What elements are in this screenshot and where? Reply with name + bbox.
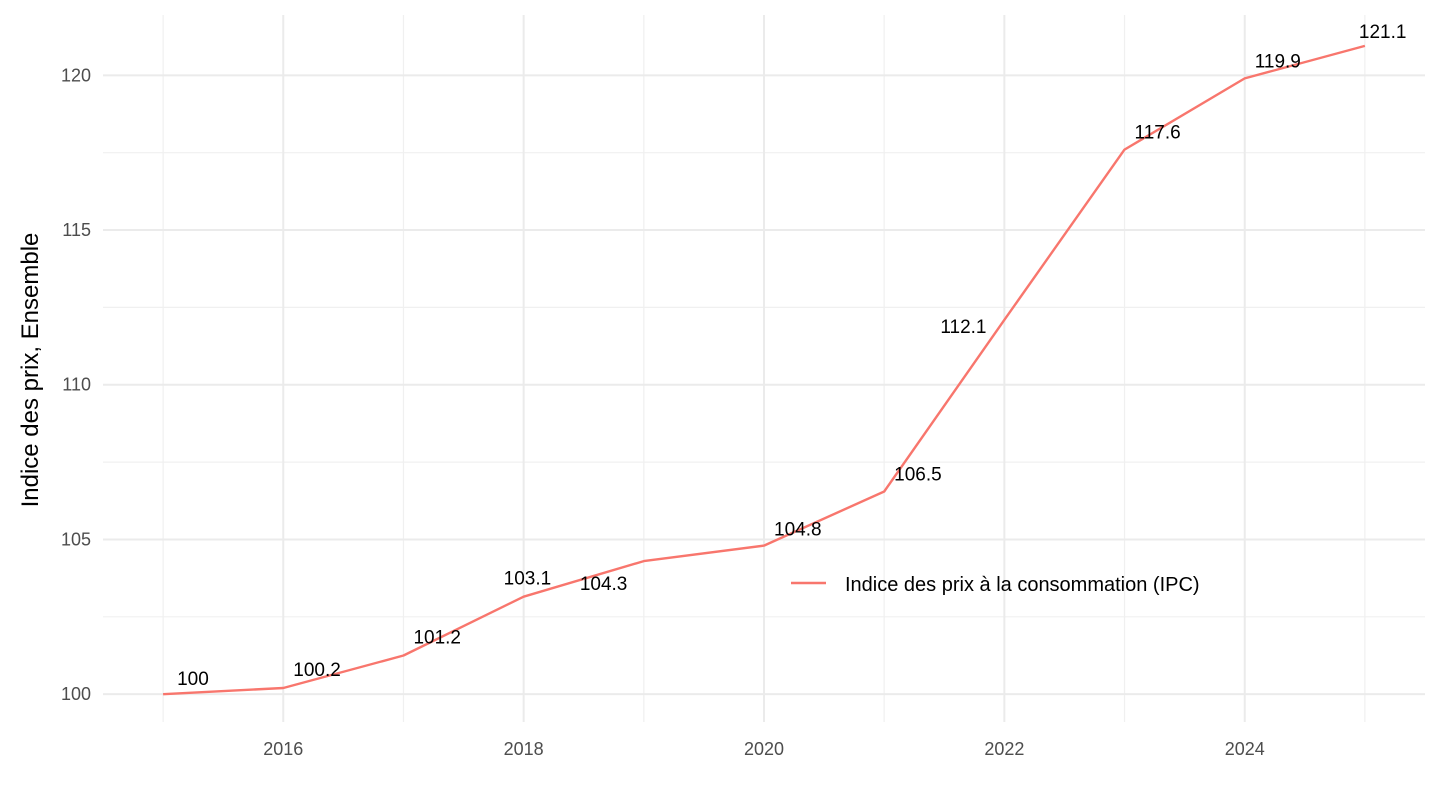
y-tick-label: 115 bbox=[62, 220, 91, 240]
y-axis-title: Indice des prix, Ensemble bbox=[17, 233, 44, 508]
x-tick-label: 2018 bbox=[504, 739, 544, 759]
data-label: 100 bbox=[177, 669, 209, 690]
series-layer bbox=[163, 44, 1366, 696]
data-label: 104.3 bbox=[580, 574, 628, 595]
data-label: 121.1 bbox=[1359, 22, 1407, 43]
x-tick-label: 2020 bbox=[744, 739, 784, 759]
y-tick-label: 120 bbox=[61, 65, 91, 85]
data-label: 119.9 bbox=[1255, 51, 1301, 72]
major-grid bbox=[103, 15, 1425, 722]
data-label: 100.2 bbox=[293, 660, 341, 681]
data-label: 101.2 bbox=[413, 627, 461, 648]
x-tick-label: 2024 bbox=[1225, 739, 1265, 759]
data-label: 104.8 bbox=[774, 520, 822, 541]
x-tick-label: 2016 bbox=[263, 739, 303, 759]
legend-label: Indice des prix à la consommation (IPC) bbox=[845, 574, 1200, 596]
legend: Indice des prix à la consommation (IPC) bbox=[791, 574, 1200, 596]
data-labels: 100 100.2 101.2 103.1 104.3 104.8 106.5 112.1 11… bbox=[177, 22, 1406, 690]
y-axis-ticks: 100 105 110 115 120 bbox=[61, 65, 91, 704]
series-line bbox=[163, 44, 1366, 696]
data-label: 112.1 bbox=[940, 317, 986, 338]
y-tick-label: 100 bbox=[61, 684, 91, 704]
data-label: 117.6 bbox=[1135, 123, 1181, 144]
data-label: 103.1 bbox=[504, 569, 552, 590]
x-tick-label: 2022 bbox=[984, 739, 1024, 759]
data-label: 106.5 bbox=[894, 464, 942, 485]
x-axis-ticks: 2016 2018 2020 2022 2024 bbox=[263, 739, 1265, 759]
y-tick-label: 110 bbox=[62, 375, 91, 395]
y-tick-label: 105 bbox=[61, 529, 91, 549]
